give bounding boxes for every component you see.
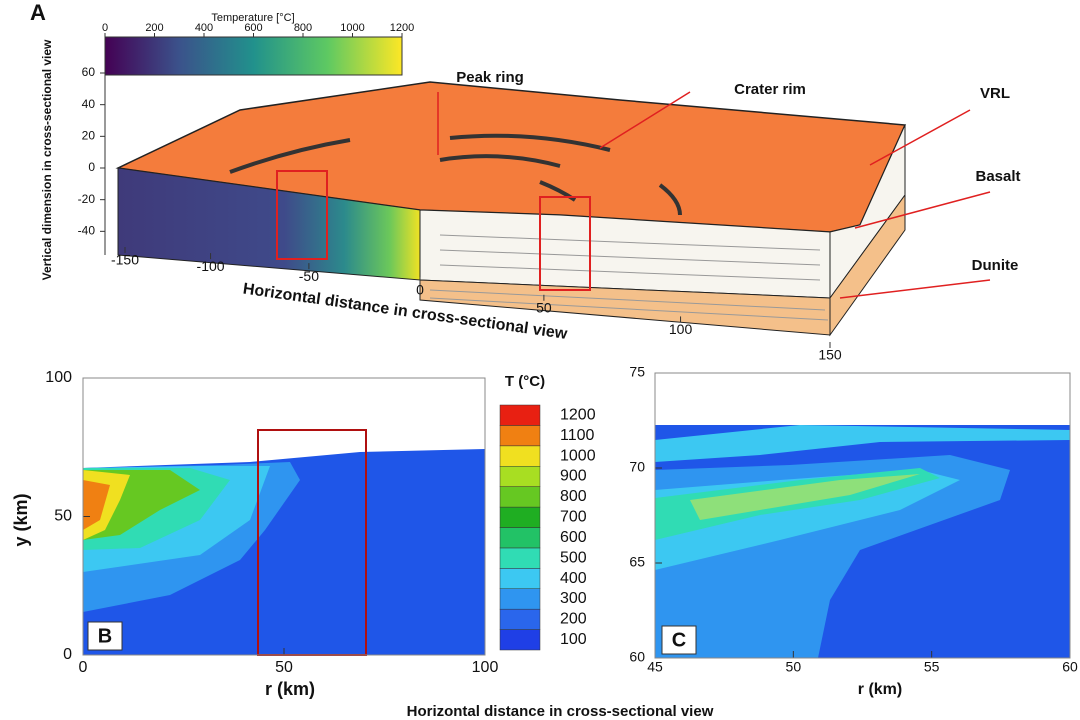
colorbar-band: [499, 527, 541, 549]
y-tick-label: 50: [54, 508, 72, 525]
annotation: Dunite: [972, 257, 1019, 274]
annotation: Crater rim: [734, 81, 806, 98]
colorbar-title: Temperature [°C]: [211, 12, 294, 24]
annotation: VRL: [980, 85, 1010, 102]
x-tick-label: 50: [536, 299, 552, 315]
colorbar-tick-label: 400: [195, 22, 213, 34]
x-tick-label: 60: [1062, 659, 1078, 675]
colorbar-band: [499, 568, 541, 589]
x-axis-label: r (km): [858, 681, 902, 698]
block-diagram: [104, 36, 991, 337]
y-tick-label: 60: [82, 65, 96, 79]
colorbar-tick-label: 600: [244, 22, 262, 34]
y-tick-label: 65: [629, 554, 645, 570]
colorbar-tick-label: 400: [560, 570, 587, 587]
colorbar-tick-label: 1200: [390, 22, 414, 34]
colorbar-tick-label: 100: [560, 631, 587, 648]
panel-label: B: [98, 625, 112, 647]
colorbar-band: [499, 547, 541, 569]
panel-label: A: [30, 0, 46, 25]
colorbar-band: [499, 629, 541, 651]
y-tick-label: 100: [45, 369, 72, 386]
y-tick-label: 0: [88, 160, 95, 174]
y-tick-label: -40: [78, 224, 96, 238]
caption: Horizontal distance in cross-sectional v…: [407, 703, 714, 720]
x-tick-label: 55: [924, 659, 940, 675]
y-axis-label: y (km): [11, 493, 31, 546]
y-tick-label: 60: [629, 649, 645, 665]
panel-label-box: [661, 625, 697, 655]
y-tick-label: 20: [82, 129, 96, 143]
colorbar-band: [499, 486, 541, 508]
colorbar-band: [499, 608, 541, 630]
colorbar-title: T (°C): [505, 373, 545, 390]
x-tick-label: -150: [111, 252, 139, 268]
x-tick-label: 100: [472, 659, 499, 676]
colorbar-tick-label: 600: [560, 529, 587, 546]
x-tick-label: 50: [275, 659, 293, 676]
plot-frame: [82, 377, 486, 656]
colorbar-band: [499, 445, 541, 467]
colorbar-band: [499, 466, 541, 487]
colorbar-tick-label: 900: [560, 468, 587, 485]
colorbar-band: [499, 588, 541, 610]
panel-label: C: [672, 629, 686, 651]
y-axis-label: Vertical dimension in cross-sectional vi…: [40, 39, 54, 280]
y-tick-label: 0: [63, 646, 72, 663]
x-tick-label: -50: [299, 268, 319, 284]
colorbar-tick-label: 1000: [560, 447, 596, 464]
contour-field: [83, 429, 485, 656]
colorbar-band: [499, 404, 541, 426]
colorbar-tick-label: 700: [560, 509, 587, 526]
colorbar-band: [499, 506, 541, 528]
colorbar-tick-label: 800: [560, 488, 587, 505]
colorbar-tick-label: 1200: [560, 406, 596, 423]
x-tick-label: 45: [647, 659, 663, 675]
panel-label-box: [87, 621, 123, 651]
x-tick-label: 0: [416, 282, 424, 298]
y-tick-label: 40: [82, 97, 96, 111]
colorbar-tick-label: 200: [560, 611, 587, 628]
colorbar-tick-label: 1000: [340, 22, 364, 34]
annotation: Peak ring: [456, 69, 524, 86]
contour-field: [655, 373, 1070, 658]
x-tick-label: -100: [197, 258, 225, 274]
y-tick-label: -20: [78, 192, 96, 206]
colorbar-tick-label: 800: [294, 22, 312, 34]
colorbar-tick-label: 500: [560, 549, 587, 566]
colorbar-tick-label: 0: [102, 22, 108, 34]
plot-frame: [654, 372, 1071, 659]
y-tick-label: 75: [629, 364, 645, 380]
colorbar-tick-label: 1100: [560, 427, 595, 444]
colorbar-tick-label: 200: [145, 22, 163, 34]
x-axis-label: r (km): [265, 679, 315, 699]
x-tick-label: 0: [79, 659, 88, 676]
x-tick-label: 150: [818, 347, 842, 363]
x-tick-label: 50: [786, 659, 802, 675]
y-tick-label: 70: [629, 459, 645, 475]
annotation: Basalt: [975, 168, 1020, 185]
x-tick-label: 100: [669, 321, 693, 337]
colorbar-band: [499, 425, 541, 447]
colorbar-tick-label: 300: [560, 590, 587, 607]
